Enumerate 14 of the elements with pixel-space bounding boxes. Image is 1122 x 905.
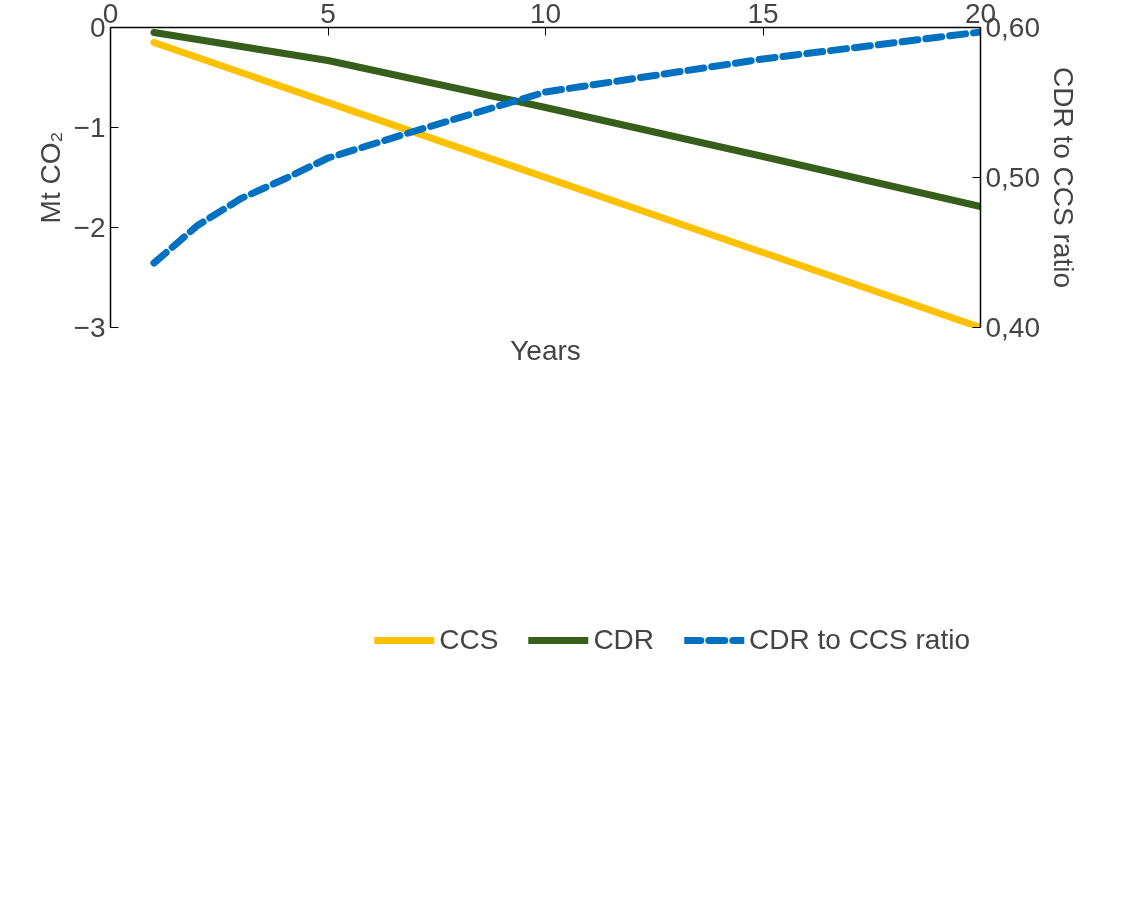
legend-label: CDR — [593, 624, 655, 656]
y-tick-label: −3 — [73, 312, 106, 343]
x-tick-label: 10 — [529, 0, 562, 29]
y2-axis-title: CDR to CCS ratio — [1048, 67, 1079, 288]
y-tick-label: −1 — [73, 112, 106, 143]
x-tick-label: 15 — [747, 0, 779, 29]
y-tick-label: −2 — [73, 212, 106, 243]
y-axis-title: Mt CO₂ — [34, 131, 66, 224]
y2-tick-label: 0,40 — [985, 312, 1040, 343]
x-axis-title: Years — [510, 334, 581, 366]
legend-label: CCS — [439, 624, 499, 656]
y2-tick-label: 0,50 — [985, 162, 1040, 193]
x-tick-label: 5 — [320, 0, 336, 29]
legend-label: CDR to CCS ratio — [749, 624, 970, 656]
